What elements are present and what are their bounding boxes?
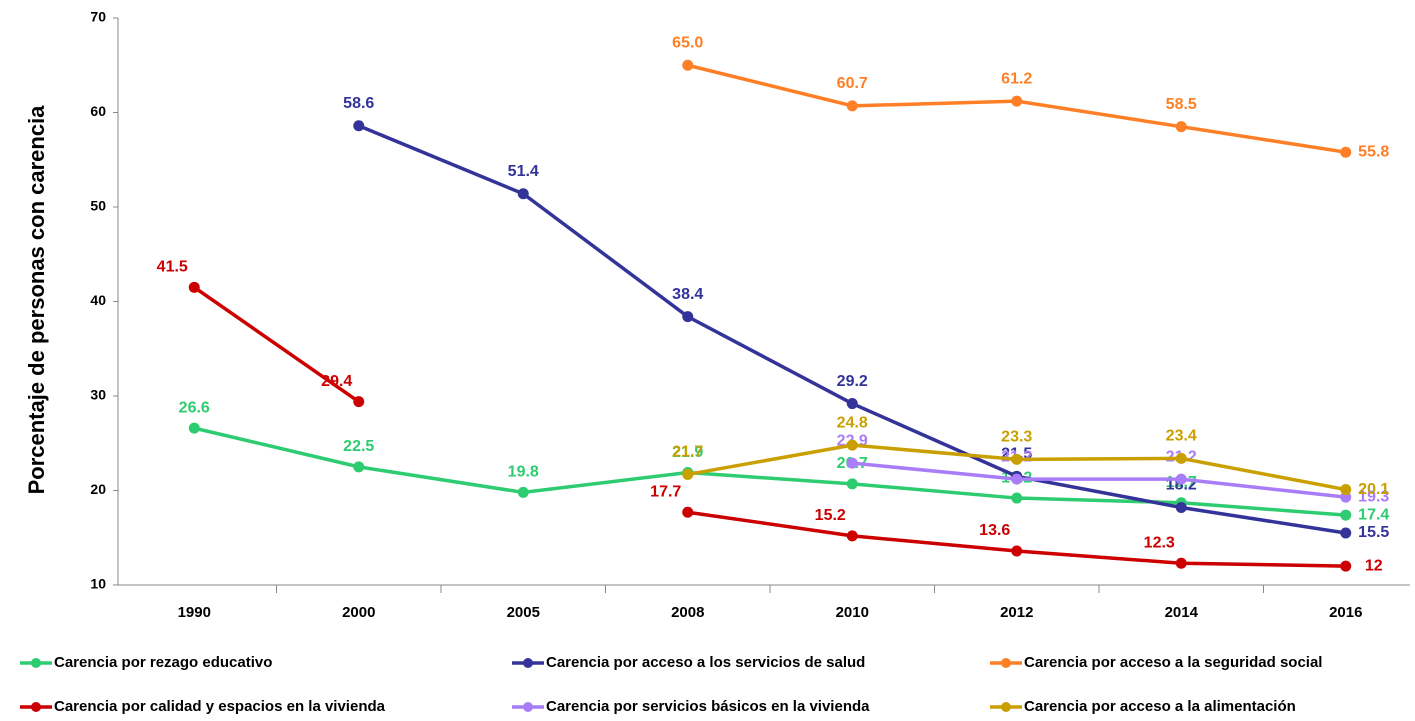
data-label: 12.3 bbox=[1144, 534, 1175, 551]
point bbox=[1011, 473, 1023, 485]
data-label: 29.2 bbox=[837, 373, 868, 390]
point bbox=[1175, 473, 1187, 485]
x-tick-label: 2008 bbox=[671, 604, 704, 621]
data-label: 38.4 bbox=[672, 286, 703, 303]
point bbox=[846, 478, 858, 490]
y-tick-label: 10 bbox=[90, 576, 106, 592]
data-label: 23.3 bbox=[1001, 429, 1032, 446]
data-label: 17.7 bbox=[650, 483, 681, 500]
data-label: 58.6 bbox=[343, 95, 374, 112]
point bbox=[846, 530, 858, 542]
data-label: 21.7 bbox=[672, 444, 703, 461]
legend-marker bbox=[31, 702, 41, 712]
series-line bbox=[687, 510, 1346, 568]
data-label: 23.4 bbox=[1166, 428, 1197, 445]
point bbox=[1340, 484, 1352, 496]
legend-label: Carencia por servicios básicos en la viv… bbox=[546, 698, 870, 715]
legend-label: Carencia por rezago educativo bbox=[54, 654, 272, 671]
point bbox=[1175, 121, 1187, 133]
data-label: 15.2 bbox=[815, 507, 846, 524]
point bbox=[846, 439, 858, 451]
point bbox=[1011, 453, 1023, 465]
legend-marker bbox=[523, 702, 533, 712]
data-label: 12 bbox=[1365, 557, 1383, 574]
point bbox=[188, 281, 200, 293]
legend-label: Carencia por acceso a los servicios de s… bbox=[546, 654, 865, 671]
data-label: 20.1 bbox=[1358, 481, 1389, 498]
data-label: 29.4 bbox=[321, 373, 352, 390]
point bbox=[1011, 492, 1023, 504]
y-tick-label: 50 bbox=[90, 198, 106, 214]
point bbox=[1340, 146, 1352, 158]
legend-marker bbox=[31, 658, 41, 668]
point bbox=[846, 398, 858, 410]
point bbox=[1175, 502, 1187, 514]
x-tick-label: 2014 bbox=[1165, 604, 1199, 621]
legend-label: Carencia por acceso a la seguridad socia… bbox=[1024, 654, 1322, 671]
point bbox=[353, 120, 365, 132]
data-label: 41.5 bbox=[157, 259, 188, 276]
data-label: 58.5 bbox=[1166, 96, 1197, 113]
x-tick-label: 2016 bbox=[1329, 604, 1362, 621]
data-label: 19.3 bbox=[1358, 488, 1389, 505]
point bbox=[517, 486, 529, 498]
point bbox=[682, 506, 694, 518]
legend-marker bbox=[523, 658, 533, 668]
data-label: 22.5 bbox=[343, 438, 374, 455]
data-label: 55.8 bbox=[1358, 143, 1389, 160]
y-tick-label: 60 bbox=[90, 103, 106, 119]
y-tick-label: 20 bbox=[90, 481, 106, 497]
legend-label: Carencia por acceso a la alimentación bbox=[1024, 698, 1296, 715]
point bbox=[1340, 560, 1352, 572]
data-label: 65.0 bbox=[672, 34, 703, 51]
x-tick-label: 2012 bbox=[1000, 604, 1033, 621]
x-tick-label: 2000 bbox=[342, 604, 375, 621]
point bbox=[682, 468, 694, 480]
point bbox=[1011, 95, 1023, 107]
x-tick-label: 1990 bbox=[178, 604, 211, 621]
y-tick-label: 40 bbox=[90, 292, 106, 308]
point bbox=[846, 457, 858, 469]
point bbox=[1175, 452, 1187, 464]
point bbox=[1340, 527, 1352, 539]
data-label: 24.8 bbox=[837, 414, 868, 431]
data-label: 13.6 bbox=[979, 522, 1010, 539]
x-tick-label: 2010 bbox=[836, 604, 869, 621]
legend-marker bbox=[1001, 658, 1011, 668]
point bbox=[353, 461, 365, 473]
point bbox=[188, 422, 200, 434]
y-tick-label: 70 bbox=[90, 9, 106, 25]
legend-marker bbox=[1001, 702, 1011, 712]
x-tick-label: 2005 bbox=[507, 604, 540, 621]
data-label: 61.2 bbox=[1001, 70, 1032, 87]
point bbox=[1340, 491, 1352, 503]
series-line bbox=[193, 285, 360, 404]
series-line bbox=[852, 461, 1346, 499]
point bbox=[517, 188, 529, 200]
data-label: 19.8 bbox=[508, 464, 539, 481]
point bbox=[1340, 509, 1352, 521]
data-label: 21.9 bbox=[672, 444, 703, 461]
point bbox=[682, 311, 694, 323]
point bbox=[682, 59, 694, 71]
y-tick-label: 30 bbox=[90, 387, 106, 403]
y-axis-label: Porcentaje de personas con carencia bbox=[24, 105, 49, 495]
data-label: 51.4 bbox=[508, 163, 539, 180]
legend-label: Carencia por calidad y espacios en la vi… bbox=[54, 698, 386, 715]
data-label: 26.6 bbox=[179, 399, 210, 416]
point bbox=[1175, 557, 1187, 569]
data-label: 17.4 bbox=[1358, 506, 1389, 523]
point bbox=[353, 396, 365, 408]
point bbox=[1011, 545, 1023, 557]
point bbox=[846, 100, 858, 112]
data-label: 60.7 bbox=[837, 75, 868, 92]
data-label: 15.5 bbox=[1358, 524, 1389, 541]
